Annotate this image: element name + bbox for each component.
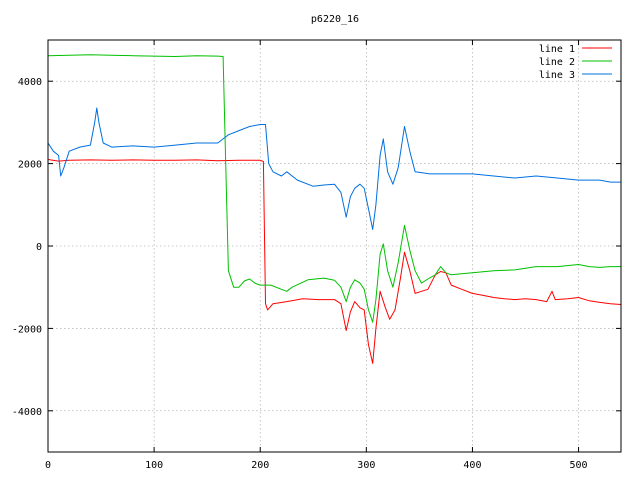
x-tick-label: 500 <box>570 460 588 471</box>
x-tick-label: 200 <box>251 460 269 471</box>
chart-title: p6220_16 <box>311 14 359 25</box>
y-tick-label: 4000 <box>18 77 42 88</box>
x-tick-label: 0 <box>45 460 51 471</box>
y-tick-label: 0 <box>36 242 42 253</box>
y-tick-label: -2000 <box>12 324 42 335</box>
series-line-1 <box>47 159 622 364</box>
x-tick-label: 300 <box>357 460 375 471</box>
axis-ticks: 0 100 200 300 400 500 -4000 -2000 0 2000 4000 <box>12 40 621 471</box>
legend-label: line 2 <box>539 57 575 68</box>
y-tick-label: 2000 <box>18 160 42 171</box>
legend-label: line 1 <box>539 44 575 55</box>
x-tick-label: 100 <box>145 460 163 471</box>
legend: line 1 line 2 line 3 <box>539 44 612 81</box>
series-line-3 <box>47 107 621 230</box>
series-layer <box>47 54 622 364</box>
plot-frame <box>47 39 622 453</box>
y-tick-label: -4000 <box>12 407 42 418</box>
grid-lines <box>48 40 621 452</box>
legend-label: line 3 <box>539 70 575 81</box>
x-tick-label: 400 <box>463 460 481 471</box>
series-line-2 <box>47 54 621 323</box>
